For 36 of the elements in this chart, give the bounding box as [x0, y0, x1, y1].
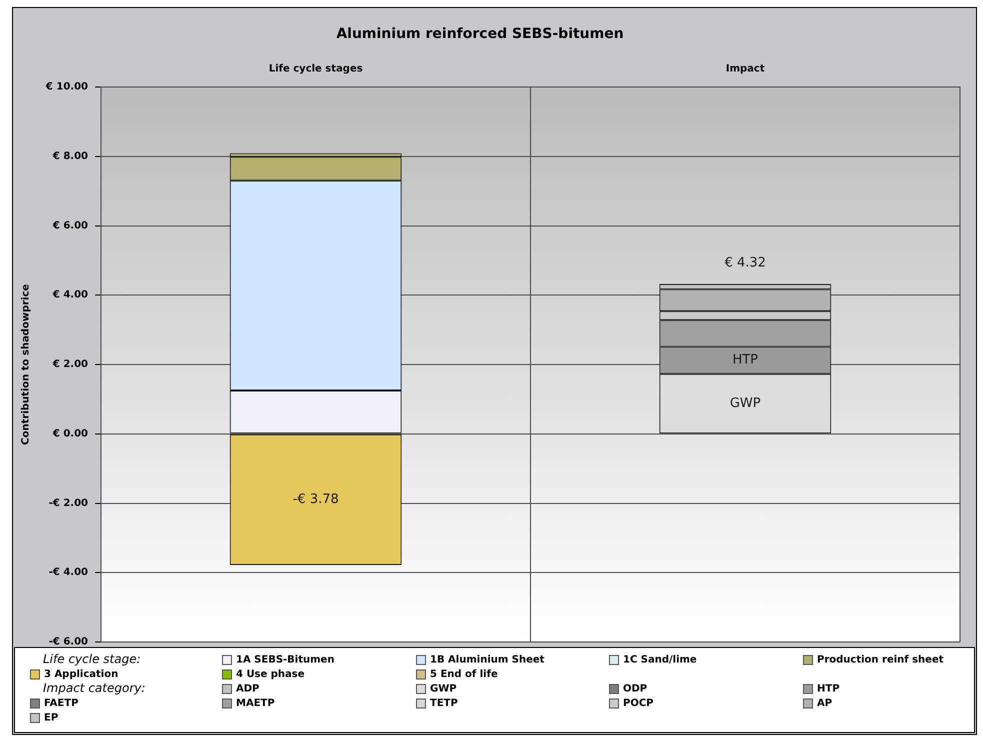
legend-label: GWP: [430, 684, 457, 695]
data-label: -€ 3.78: [292, 492, 339, 508]
legend-label: 3 Application: [44, 669, 118, 680]
y-tick-label: -€ 6.00: [48, 636, 88, 648]
x-tick-label: Impact: [726, 64, 765, 75]
chart-title: Aluminium reinforced SEBS-bitumen: [336, 26, 624, 42]
legend-label: 1C Sand/lime: [623, 654, 697, 666]
y-tick-label: € 0.00: [52, 428, 88, 440]
y-tick-label: € 8.00: [52, 150, 88, 162]
legend-label: TETP: [430, 698, 458, 710]
y-tick-label: € 4.00: [52, 290, 88, 301]
legend-label: 4 Use phase: [236, 669, 305, 680]
legend-label: POCP: [623, 698, 654, 710]
x-tick-label: Life cycle stages: [268, 64, 363, 75]
total-label: € 4.32: [724, 255, 766, 270]
y-tick-label: € 2.00: [52, 359, 88, 370]
legend-label: 1B Aluminium Sheet: [430, 654, 545, 666]
y-tick-label: -€ 2.00: [48, 498, 88, 509]
legend-label: MAETP: [236, 698, 275, 710]
y-tick-label: € 10.00: [44, 82, 88, 93]
legend-label: 5 End of life: [430, 669, 498, 680]
legend-label: 1A SEBS-Bitumen: [236, 654, 334, 666]
legend-label: ODP: [623, 684, 648, 695]
text: Impact category:: [43, 681, 146, 696]
legend-label: EP: [44, 712, 58, 724]
y-tick-label: -€ 4.00: [48, 567, 88, 578]
legend-label: Production reinf sheet: [817, 654, 944, 666]
legend-label: AP: [817, 698, 832, 710]
legend-label: FAETP: [44, 698, 78, 710]
data-label: GWP: [730, 396, 761, 411]
legend-label: HTP: [817, 684, 840, 695]
text: Life cycle stage:: [43, 652, 141, 666]
y-axis-title: Contribution to shadowprice: [20, 284, 32, 445]
data-label: HTP: [732, 352, 758, 368]
y-tick-label: € 6.00: [52, 220, 88, 232]
legend-label: ADP: [236, 684, 260, 695]
